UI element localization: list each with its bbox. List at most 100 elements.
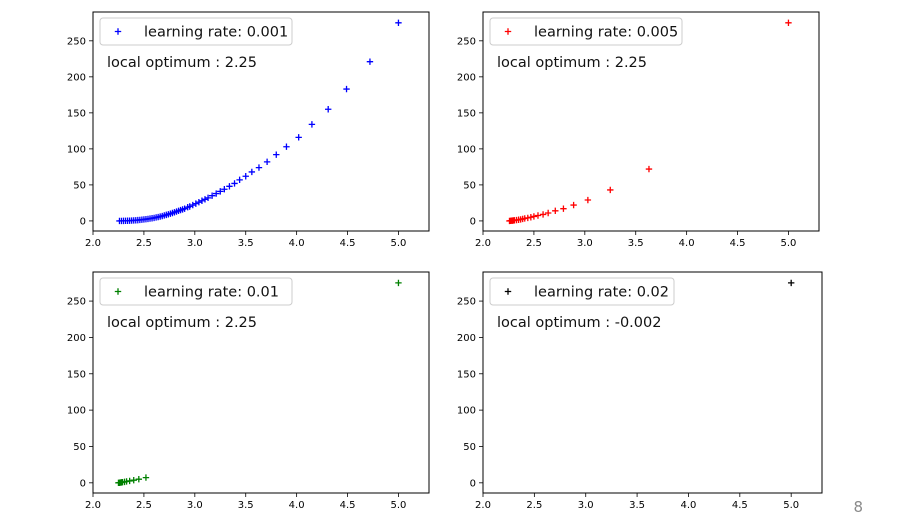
x-tick-label: 5.0 bbox=[391, 500, 407, 511]
y-tick-label: 250 bbox=[67, 297, 86, 308]
data-point bbox=[231, 180, 238, 187]
data-point bbox=[201, 196, 209, 203]
data-point bbox=[343, 85, 350, 93]
x-tick-label: 3.0 bbox=[578, 500, 594, 511]
y-tick-label: 100 bbox=[457, 144, 476, 155]
x-tick-label: 3.0 bbox=[187, 500, 203, 511]
x-tick-label: 5.0 bbox=[783, 500, 799, 511]
local-optimum-annotation: local optimum : -0.002 bbox=[497, 315, 661, 331]
legend-box bbox=[99, 277, 293, 306]
x-tick-label: 4.5 bbox=[340, 500, 356, 511]
y-tick-label: 200 bbox=[457, 333, 476, 344]
data-point bbox=[366, 58, 374, 65]
legend-box bbox=[489, 17, 683, 46]
legend-marker bbox=[504, 288, 512, 295]
y-tick-label: 100 bbox=[457, 406, 476, 417]
x-tick-label: 4.0 bbox=[681, 500, 697, 511]
data-point bbox=[116, 217, 123, 225]
data-point bbox=[135, 475, 143, 483]
data-point bbox=[142, 474, 150, 481]
data-point bbox=[115, 479, 122, 487]
x-tick-label: 4.5 bbox=[730, 238, 746, 249]
data-point bbox=[192, 200, 200, 207]
data-point bbox=[226, 183, 233, 190]
x-tick-label: 2.0 bbox=[85, 500, 101, 511]
y-tick-label: 150 bbox=[67, 108, 86, 119]
legend-box bbox=[489, 277, 675, 306]
data-point bbox=[560, 205, 567, 212]
x-tick-label: 2.0 bbox=[475, 500, 491, 511]
data-point bbox=[189, 201, 196, 209]
data-point bbox=[544, 209, 552, 217]
legend: learning rate: 0.01 bbox=[99, 277, 293, 306]
legend: learning rate: 0.001 bbox=[99, 17, 293, 46]
subplot-4: 2.0 2.5 3.0 3.5 4.0 4.5 5.0 0 50 100 150 200 250 lear… bbox=[457, 271, 823, 511]
y-tick-label: 200 bbox=[67, 72, 86, 83]
x-tick-label: 3.0 bbox=[187, 238, 203, 249]
x-tick-label: 4.0 bbox=[289, 500, 305, 511]
subplot-3: 2.0 2.5 3.0 3.5 4.0 4.5 5.0 0 50 100 150 200 250 lear… bbox=[67, 271, 430, 511]
data-point bbox=[273, 151, 280, 158]
data-point bbox=[785, 19, 792, 27]
data-point bbox=[263, 158, 271, 166]
y-tick-label: 100 bbox=[67, 406, 86, 417]
local-optimum-annotation: local optimum : 2.25 bbox=[107, 55, 257, 71]
x-tick-label: 4.0 bbox=[289, 238, 305, 249]
data-point bbox=[530, 213, 538, 220]
local-optimum-annotation: local optimum : 2.25 bbox=[497, 55, 647, 71]
y-tick-label: 50 bbox=[463, 442, 476, 453]
legend-marker bbox=[114, 288, 122, 295]
x-tick-label: 3.5 bbox=[629, 500, 645, 511]
y-tick-label: 0 bbox=[80, 478, 86, 489]
legend-box bbox=[99, 17, 293, 46]
page-number: 8 bbox=[853, 498, 863, 516]
y-tick-label: 250 bbox=[67, 36, 86, 47]
data-point bbox=[787, 279, 795, 287]
x-tick-label: 4.5 bbox=[732, 500, 748, 511]
x-tick-label: 2.5 bbox=[136, 238, 152, 249]
x-tick-label: 2.5 bbox=[526, 238, 542, 249]
y-tick-label: 50 bbox=[73, 180, 86, 191]
data-point bbox=[325, 106, 332, 113]
data-points bbox=[115, 279, 402, 487]
data-point bbox=[242, 173, 249, 180]
y-tick-label: 250 bbox=[457, 297, 476, 308]
data-point bbox=[506, 217, 513, 225]
legend-label: learning rate: 0.01 bbox=[144, 285, 279, 301]
data-points bbox=[506, 19, 792, 225]
data-point bbox=[552, 207, 559, 215]
axes-frame bbox=[482, 271, 823, 494]
x-tick-label: 2.0 bbox=[475, 238, 491, 249]
x-tick-label: 3.0 bbox=[577, 238, 593, 249]
data-point bbox=[204, 194, 212, 202]
data-point bbox=[255, 164, 263, 171]
legend-label: learning rate: 0.02 bbox=[534, 285, 669, 301]
data-point bbox=[539, 211, 547, 218]
data-point bbox=[534, 212, 542, 219]
data-point bbox=[198, 197, 206, 204]
y-tick-label: 0 bbox=[80, 216, 86, 227]
data-point bbox=[395, 19, 402, 27]
data-point bbox=[184, 204, 191, 211]
data-point bbox=[213, 190, 220, 197]
data-point bbox=[221, 186, 228, 193]
data-point bbox=[395, 279, 402, 287]
y-tick-label: 50 bbox=[463, 180, 476, 191]
legend: learning rate: 0.005 bbox=[489, 17, 683, 46]
y-tick-label: 200 bbox=[67, 333, 86, 344]
y-tick-label: 200 bbox=[457, 72, 476, 83]
x-tick-label: 3.5 bbox=[238, 500, 254, 511]
x-tick-label: 2.5 bbox=[136, 500, 152, 511]
data-point bbox=[570, 201, 577, 209]
data-point bbox=[248, 168, 256, 176]
x-tick-label: 4.0 bbox=[679, 238, 695, 249]
x-tick-label: 3.5 bbox=[238, 238, 254, 249]
data-point bbox=[308, 121, 316, 128]
x-tick-label: 2.5 bbox=[526, 500, 542, 511]
data-point bbox=[283, 143, 290, 150]
y-tick-label: 50 bbox=[73, 442, 86, 453]
subplot-2: 2.0 2.5 3.0 3.5 4.0 4.5 5.0 0 50 100 150 200 250 lear… bbox=[457, 11, 820, 249]
legend-label: learning rate: 0.005 bbox=[534, 25, 678, 41]
legend-marker bbox=[114, 28, 122, 35]
